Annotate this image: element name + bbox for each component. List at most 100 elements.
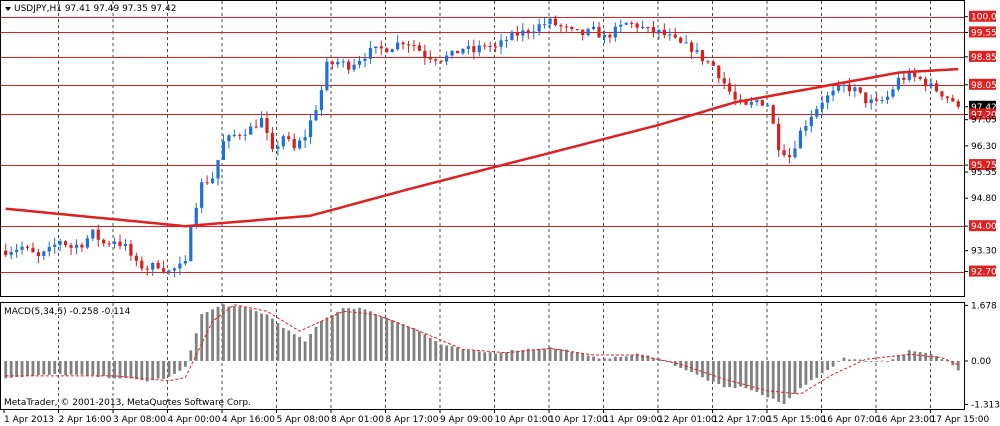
macd-bar [31, 360, 35, 376]
macd-bar [907, 350, 911, 361]
candle-body [330, 61, 334, 65]
macd-bar [91, 360, 95, 376]
candle-body [689, 42, 694, 52]
macd-bar [407, 326, 410, 361]
candle-body [532, 31, 536, 34]
macd-bar [178, 360, 182, 371]
macd-bar [243, 307, 247, 361]
macd-bar [935, 355, 938, 361]
candle-body [798, 130, 803, 149]
candle-body [96, 229, 100, 240]
macd-bar [641, 354, 644, 361]
candle-body [259, 118, 264, 128]
macd-bar [205, 312, 209, 361]
macd-bar [276, 322, 280, 361]
macd-bar [929, 353, 933, 361]
macd-bar [477, 351, 481, 361]
macd-signal-line [5, 304, 959, 395]
candle-body [325, 61, 329, 91]
x-tick-label: 12 Apr 17:00 [713, 415, 772, 425]
moving-average-line [5, 67, 959, 228]
candle-body [858, 87, 862, 93]
y-tick-label: 97.20 [971, 110, 997, 120]
candle-body [145, 268, 149, 270]
macd-bar [858, 359, 862, 361]
macd-bar [521, 349, 525, 361]
macd-bar [662, 359, 666, 361]
macd-bar [510, 350, 514, 361]
candle-body [151, 263, 155, 270]
macd-bar [113, 360, 116, 379]
candle-body [140, 260, 144, 269]
candle-body [265, 118, 269, 133]
candle-body [510, 32, 514, 40]
candle-body [385, 48, 389, 53]
macd-bar [330, 315, 334, 361]
macd-bar [232, 305, 236, 361]
candle-body [123, 243, 128, 246]
candle-body [379, 46, 383, 49]
candle-body [515, 32, 519, 36]
macd-bar [162, 360, 165, 379]
candle-body [657, 29, 661, 33]
x-tick-label: 16 Apr 07:00 [822, 415, 881, 425]
candle-body [210, 178, 215, 184]
candle-body [205, 182, 209, 184]
candle-body [793, 148, 797, 158]
candle-body [940, 91, 944, 97]
candle-body [815, 109, 819, 117]
symbol-info: USDJPY,H1 97.41 97.49 97.35 97.42 [14, 4, 176, 14]
candle-body [341, 61, 345, 63]
candle-body [85, 238, 89, 248]
candle-body [864, 92, 868, 104]
candle-body [842, 84, 846, 86]
candle-body [591, 26, 596, 29]
candle-body [875, 99, 879, 101]
price-tag [969, 78, 996, 90]
copyright-text: MetaTrader, © 2001-2013, MetaQuotes Soft… [4, 398, 251, 408]
x-tick-label: 8 Apr 01:00 [331, 415, 384, 425]
macd-bar [281, 327, 285, 361]
candle-body [455, 50, 460, 54]
macd-bar [129, 360, 133, 379]
macd-bar [265, 314, 269, 361]
macd-bar [793, 360, 797, 394]
candle-body [777, 123, 781, 151]
macd-bar [799, 360, 802, 389]
candle-body [406, 44, 411, 46]
macd-bar [537, 348, 541, 361]
candle-body [755, 100, 759, 103]
macd-bar [358, 307, 361, 361]
macd-bar [564, 349, 568, 361]
macd-bar [695, 360, 699, 375]
macd-bar [47, 360, 51, 375]
macd-bar [15, 360, 19, 377]
candle-body [352, 64, 356, 70]
macd-bar [428, 337, 432, 361]
macd-bar [200, 314, 204, 361]
x-tick-label: 1 Apr 2013 [4, 415, 54, 425]
macd-bar [657, 358, 661, 361]
candle-body [227, 135, 231, 142]
candle-body [570, 26, 574, 30]
candle-body [118, 241, 122, 246]
macd-bar [706, 360, 710, 381]
candle-body [760, 100, 764, 106]
candle-body [673, 34, 677, 38]
price-tag [969, 108, 996, 120]
macd-bar [390, 320, 394, 361]
triangle-down-icon[interactable] [5, 7, 11, 11]
macd-bar [788, 360, 791, 399]
macd-bar [668, 360, 672, 363]
candle-body [679, 37, 683, 43]
candle-body [276, 146, 280, 149]
candle-body [662, 29, 666, 36]
macd-bar [151, 360, 155, 380]
x-tick-label: 5 Apr 08:00 [277, 415, 330, 425]
candle-body [826, 95, 830, 103]
macd-bar [592, 356, 595, 361]
macd-bar [548, 347, 552, 361]
macd-bar [869, 360, 873, 362]
macd-bar [951, 360, 955, 366]
